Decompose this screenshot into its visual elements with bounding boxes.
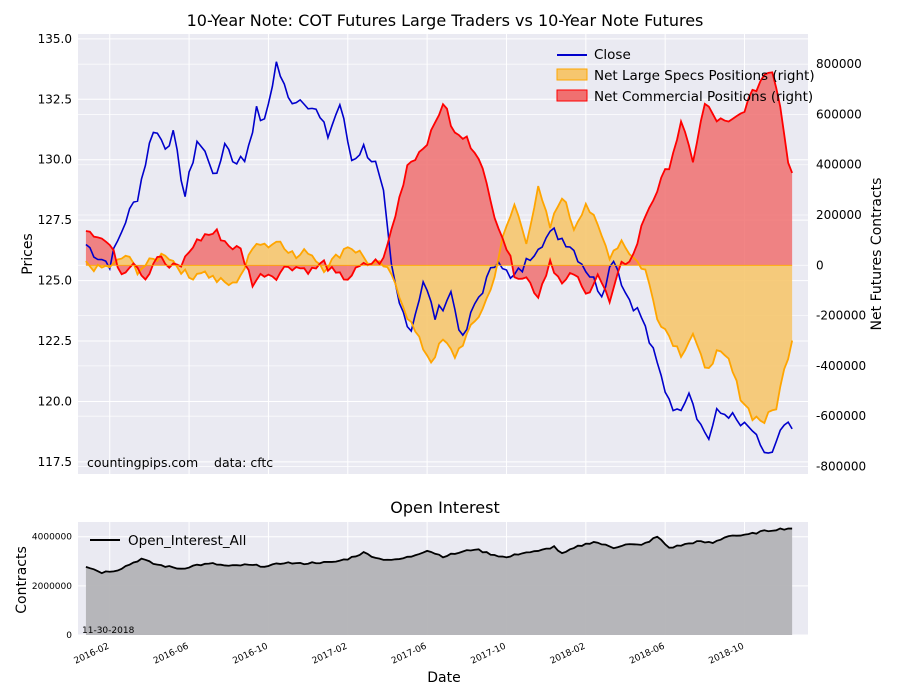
open-interest-title: Open Interest — [390, 498, 499, 517]
contracts-tick-label: 200000 — [816, 208, 862, 222]
contracts-tick-label: 800000 — [816, 57, 862, 71]
legend-commercial-swatch — [556, 89, 588, 102]
oi-axis-label: Contracts — [14, 546, 30, 614]
oi-series-layer — [85, 527, 793, 635]
price-tick-label: 122.5 — [38, 334, 72, 348]
oi-tick-label: 4000000 — [32, 533, 72, 543]
price-tick-label: 125.0 — [38, 274, 72, 288]
oi-axis-ticks: 0 2000000 4000000 — [32, 533, 72, 641]
contracts-tick-label: -200000 — [816, 309, 866, 323]
date-tick-label: 2017-02 — [311, 642, 349, 667]
contracts-tick-label: 400000 — [816, 158, 862, 172]
date-axis-label: Date — [427, 670, 460, 686]
price-tick-label: 127.5 — [38, 213, 72, 227]
oi-tick-label: 0 — [66, 631, 72, 641]
legend-specs-label: Net Large Specs Positions (right) — [594, 68, 815, 84]
main-series-layer — [85, 61, 794, 454]
date-axis-ticks: 2016-02 2016-06 2016-10 2017-02 2017-06 2017-… — [73, 642, 746, 667]
date-tick-label: 2016-10 — [231, 642, 270, 667]
source-annotation: countingpips.com data: cftc — [87, 455, 273, 470]
legend-oi-label: Open_Interest_All — [128, 533, 246, 549]
main-chart-title: 10-Year Note: COT Futures Large Traders … — [187, 11, 704, 30]
legend-close-label: Close — [594, 47, 631, 63]
net-contracts-axis-label: Net Futures Contracts — [869, 178, 885, 331]
report-date-note: 11-30-2018 — [82, 626, 135, 636]
date-tick-label: 2016-06 — [152, 642, 191, 667]
price-tick-label: 132.5 — [38, 92, 72, 106]
contracts-tick-label: 0 — [816, 258, 824, 272]
oi-legend: Open_Interest_All — [90, 533, 246, 549]
legend-specs-swatch — [556, 68, 588, 81]
contracts-tick-label: -600000 — [816, 409, 866, 423]
oi-tick-label: 2000000 — [32, 582, 72, 592]
date-tick-label: 2018-10 — [707, 642, 746, 667]
price-axis-label: Prices — [20, 233, 36, 274]
open-interest-area — [85, 528, 793, 635]
main-legend: Close Net Large Specs Positions (right) … — [556, 47, 815, 105]
date-tick-label: 2017-06 — [390, 642, 429, 667]
date-tick-label: 2016-02 — [73, 642, 111, 667]
price-tick-label: 120.0 — [38, 394, 72, 408]
contracts-tick-label: -800000 — [816, 459, 866, 473]
price-tick-label: 117.5 — [38, 455, 72, 469]
price-tick-label: 135.0 — [38, 32, 72, 46]
net-large-specs-line — [85, 185, 794, 425]
date-tick-label: 2017-10 — [469, 642, 508, 667]
date-tick-label: 2018-06 — [628, 642, 667, 667]
close-price-line — [85, 61, 793, 454]
price-axis-ticks: 117.5 120.0 122.5 125.0 127.5 130.0 132.5 135.0 — [38, 32, 72, 469]
net-commercial-line — [85, 71, 793, 306]
open-interest-line — [85, 527, 793, 575]
contracts-tick-label: 600000 — [816, 107, 862, 121]
legend-commercial-label: Net Commercial Positions (right) — [594, 89, 813, 105]
contracts-tick-label: -400000 — [816, 359, 866, 373]
contracts-axis-ticks: -800000 -600000 -400000 -200000 0 200000 40000… — [816, 57, 866, 473]
date-tick-label: 2018-02 — [549, 642, 587, 667]
price-tick-label: 130.0 — [38, 153, 72, 167]
net-commercial-area — [85, 72, 793, 303]
